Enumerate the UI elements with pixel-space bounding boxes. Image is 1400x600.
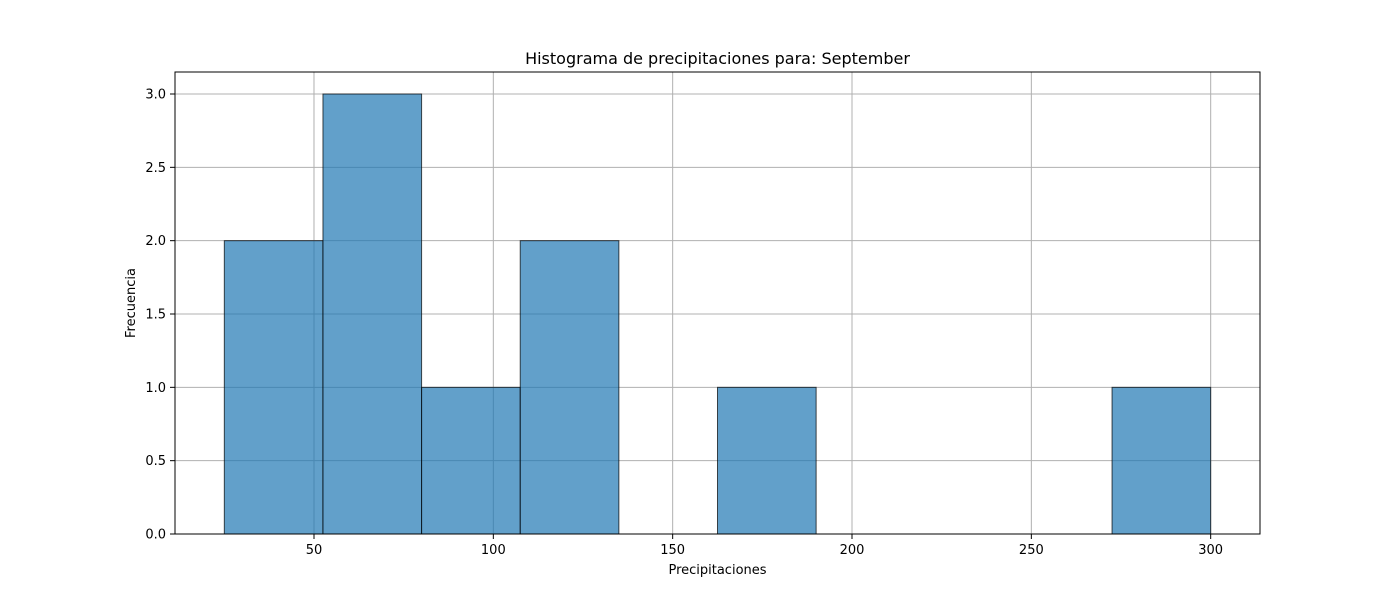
- y-tick-label: 0.5: [145, 454, 166, 469]
- y-tick-label: 0.0: [145, 528, 166, 543]
- histogram-bar: [421, 386, 521, 535]
- y-tick-label: 2.5: [145, 161, 166, 176]
- x-tick-label: 100: [481, 543, 506, 558]
- bars: [223, 93, 1212, 535]
- x-tick-label: 300: [1198, 543, 1223, 558]
- histogram-bar: [519, 240, 620, 535]
- x-tick-label: 250: [1019, 543, 1044, 558]
- x-ticks: 50 100 150 200 250 300: [306, 534, 1223, 558]
- histogram-bar: [322, 93, 423, 535]
- y-tick-label: 3.0: [145, 88, 166, 103]
- y-axis-label: Frecuencia: [124, 268, 139, 338]
- x-axis-label: Precipitaciones: [668, 563, 766, 578]
- histogram-bar: [717, 386, 817, 535]
- axes-frame: [174, 71, 1261, 535]
- x-tick-label: 200: [840, 543, 865, 558]
- x-tick-label: 150: [660, 543, 685, 558]
- chart-title: Histograma de precipitaciones para: Sept…: [525, 49, 910, 68]
- y-tick-label: 2.0: [145, 234, 166, 249]
- histogram-bar: [223, 240, 324, 535]
- x-tick-label: 50: [306, 543, 323, 558]
- y-tick-label: 1.0: [145, 381, 166, 396]
- histogram-bar: [1111, 386, 1212, 535]
- y-ticks: 0.0 0.5 1.0 1.5 2.0 2.5 3.0: [145, 88, 175, 543]
- y-tick-label: 1.5: [145, 308, 166, 323]
